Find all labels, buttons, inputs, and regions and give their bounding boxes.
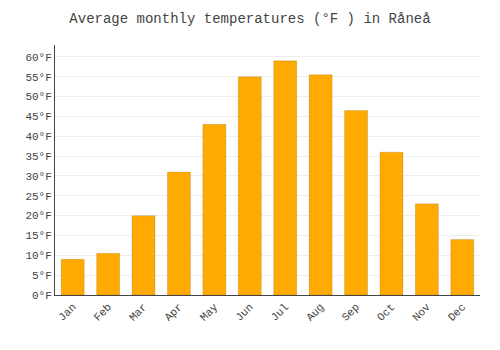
svg-text:Nov: Nov [410, 301, 433, 324]
svg-text:Dec: Dec [446, 301, 468, 323]
svg-text:May: May [198, 301, 221, 324]
svg-text:Feb: Feb [92, 301, 114, 323]
svg-text:50°F: 50°F [25, 91, 51, 103]
svg-text:Sep: Sep [340, 301, 362, 323]
svg-text:45°F: 45°F [25, 111, 51, 123]
svg-text:Jan: Jan [56, 301, 78, 323]
svg-text:Aug: Aug [304, 301, 326, 323]
svg-text:35°F: 35°F [25, 151, 51, 163]
svg-text:20°F: 20°F [25, 210, 51, 222]
svg-text:40°F: 40°F [25, 131, 51, 143]
svg-text:Oct: Oct [375, 301, 397, 323]
svg-text:15°F: 15°F [25, 230, 51, 242]
svg-text:25°F: 25°F [25, 191, 51, 203]
svg-text:55°F: 55°F [25, 72, 51, 84]
svg-text:Jul: Jul [269, 301, 291, 323]
svg-text:Jun: Jun [233, 301, 255, 323]
svg-text:0°F: 0°F [32, 290, 52, 302]
svg-text:5°F: 5°F [32, 270, 52, 282]
svg-text:30°F: 30°F [25, 171, 51, 183]
svg-text:Apr: Apr [162, 301, 184, 323]
svg-text:Mar: Mar [127, 301, 149, 323]
svg-text:Average monthly temperatures (: Average monthly temperatures (°F ) in Rå… [69, 11, 430, 27]
svg-text:60°F: 60°F [25, 52, 51, 64]
svg-text:10°F: 10°F [25, 250, 51, 262]
